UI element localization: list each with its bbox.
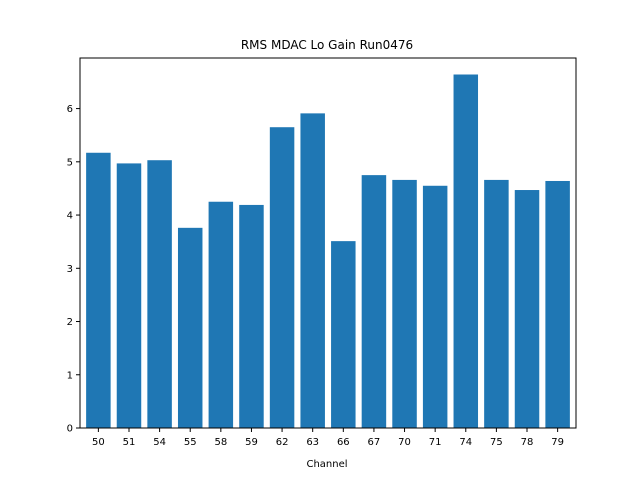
x-axis-ticks: 50 51 54 55 58 59 62 63 66 67 70 71 74 75 78 79: [92, 428, 564, 448]
x-tick-label: 54: [153, 437, 166, 448]
y-tick-label: 1: [67, 370, 73, 381]
bar-58: [208, 201, 234, 428]
bar-63: [300, 113, 325, 428]
x-tick-label: 67: [368, 437, 381, 448]
x-tick-label: 51: [123, 437, 136, 448]
x-tick-label: 55: [184, 437, 197, 448]
y-tick-label: 5: [67, 157, 73, 168]
chart-title: RMS MDAC Lo Gain Run0476: [241, 38, 413, 52]
bar-62: [269, 127, 295, 429]
x-tick-label: 59: [245, 437, 258, 448]
x-axis-label: Channel: [306, 459, 347, 470]
y-tick-label: 4: [67, 211, 73, 222]
x-tick-label: 66: [337, 437, 350, 448]
x-tick-label: 50: [92, 437, 105, 448]
x-tick-label: 70: [398, 437, 411, 448]
bar-59: [239, 204, 264, 428]
y-tick-label: 3: [67, 264, 73, 275]
x-tick-label: 78: [521, 437, 534, 448]
y-tick-label: 0: [67, 424, 73, 435]
bar-55: [177, 227, 203, 428]
x-tick-label: 71: [429, 437, 442, 448]
bar-70: [392, 179, 417, 428]
bar-74: [453, 74, 479, 428]
x-tick-label: 75: [490, 437, 503, 448]
x-tick-label: 79: [551, 437, 564, 448]
bar-79: [545, 180, 570, 428]
x-tick-label: 74: [459, 437, 472, 448]
bar-71: [422, 185, 448, 428]
y-axis-ticks: 0 1 2 3 4 5 6: [67, 104, 80, 435]
x-tick-label: 58: [214, 437, 227, 448]
bar-67: [361, 175, 387, 428]
bar-51: [116, 163, 142, 428]
bar-50: [86, 152, 111, 429]
bar-75: [484, 179, 509, 428]
y-tick-label: 2: [67, 317, 73, 328]
x-tick-label: 63: [306, 437, 319, 448]
bar-66: [331, 241, 356, 428]
y-tick-label: 6: [67, 104, 73, 115]
x-tick-label: 62: [276, 437, 289, 448]
bar-78: [514, 190, 540, 428]
bars-group: [86, 74, 570, 429]
bar-54: [147, 160, 172, 428]
plot-frame: [79, 57, 577, 429]
